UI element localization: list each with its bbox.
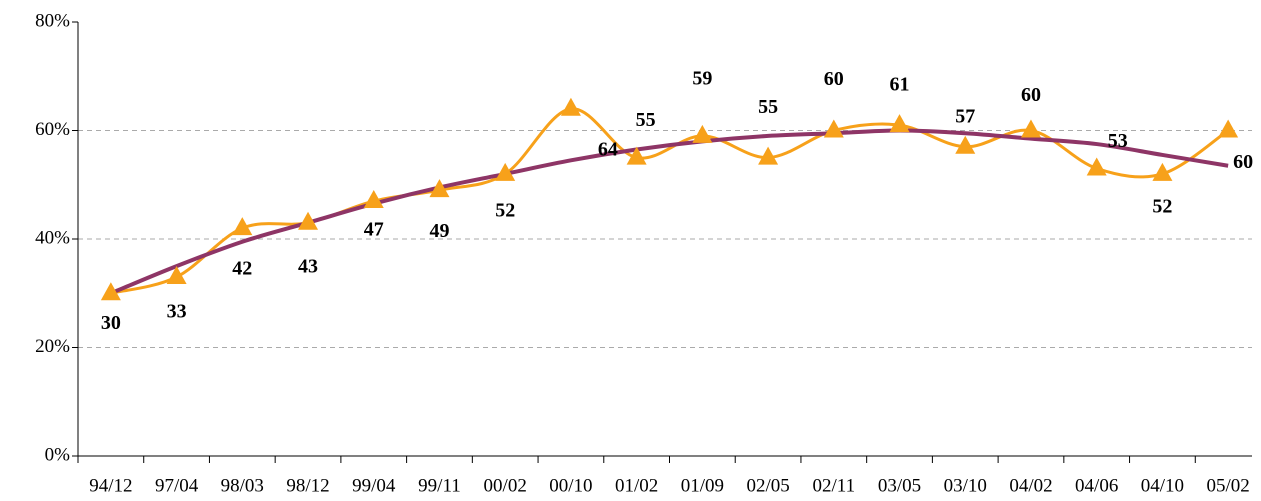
marker	[429, 179, 450, 198]
data-label: 52	[495, 199, 515, 221]
x-tick-label: 02/11	[813, 475, 856, 496]
x-tick-label: 98/12	[286, 475, 329, 496]
data-label: 60	[824, 68, 844, 90]
x-tick-label: 04/10	[1141, 475, 1184, 496]
x-tick-label: 01/02	[615, 475, 658, 496]
data-label: 60	[1233, 151, 1253, 173]
y-tick-label: 0%	[45, 444, 71, 465]
x-tick-label: 03/05	[878, 475, 921, 496]
data-label: 43	[298, 255, 318, 277]
data-label: 33	[167, 301, 187, 323]
marker	[100, 282, 121, 301]
data-line	[110, 107, 1229, 295]
data-label: 53	[1108, 130, 1128, 152]
data-label: 55	[636, 109, 656, 131]
data-label: 47	[364, 219, 384, 241]
data-label: 52	[1152, 195, 1172, 217]
marker	[823, 119, 844, 138]
data-label: 55	[758, 96, 778, 118]
x-tick-label: 94/12	[89, 475, 132, 496]
marker	[363, 190, 384, 209]
x-tick-label: 04/06	[1075, 475, 1118, 496]
data-label: 30	[101, 312, 121, 334]
data-label: 49	[429, 220, 449, 242]
y-tick-label: 60%	[35, 119, 70, 140]
marker	[692, 124, 713, 143]
marker	[166, 265, 187, 284]
marker	[495, 162, 516, 181]
data-label: 64	[598, 138, 618, 160]
marker	[1152, 162, 1173, 181]
marker	[1218, 119, 1239, 138]
x-tick-label: 99/04	[352, 475, 396, 496]
trend-line	[110, 128, 1229, 296]
data-label: 60	[1021, 84, 1041, 106]
x-tick-label: 99/11	[418, 475, 461, 496]
data-label: 42	[232, 258, 252, 280]
x-tick-label: 00/10	[549, 475, 592, 496]
data-label: 59	[692, 68, 712, 90]
marker	[1086, 157, 1107, 176]
marker	[955, 135, 976, 154]
y-tick-label: 40%	[35, 227, 70, 248]
marker	[298, 211, 319, 230]
y-tick-label: 20%	[35, 336, 70, 357]
x-tick-label: 00/02	[484, 475, 527, 496]
x-tick-label: 03/10	[944, 475, 987, 496]
x-tick-label: 04/02	[1009, 475, 1052, 496]
marker	[1020, 119, 1041, 138]
x-tick-label: 05/02	[1206, 475, 1249, 496]
y-tick-label: 80%	[35, 10, 70, 31]
data-label: 57	[955, 105, 975, 127]
marker	[758, 146, 779, 165]
x-tick-label: 98/03	[221, 475, 264, 496]
marker	[889, 114, 910, 133]
marker	[560, 97, 581, 116]
data-label: 61	[890, 74, 910, 96]
x-tick-label: 02/05	[746, 475, 789, 496]
marker	[626, 146, 647, 165]
x-tick-label: 01/09	[681, 475, 724, 496]
x-tick-label: 97/04	[155, 475, 199, 496]
marker	[232, 217, 253, 236]
